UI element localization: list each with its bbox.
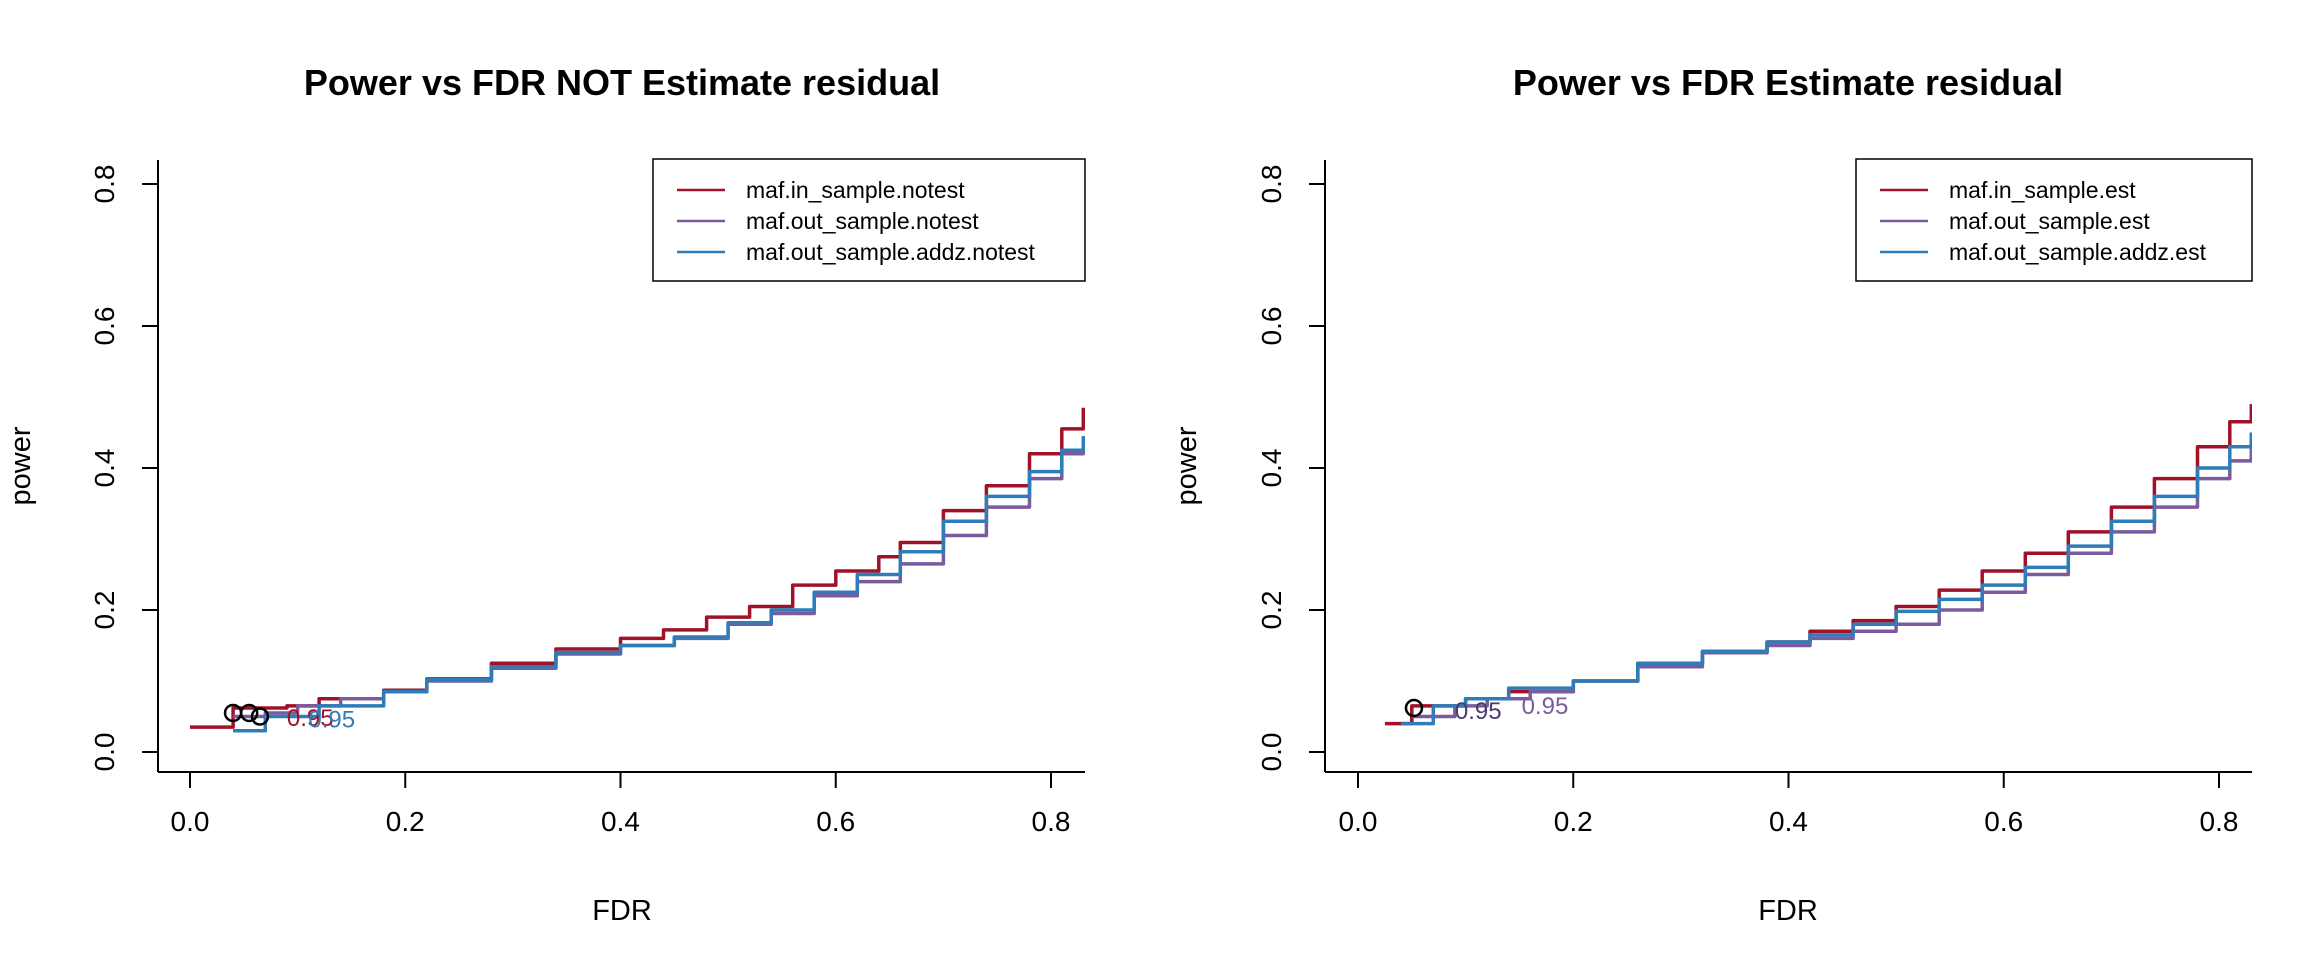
series-line-1 [190, 407, 1085, 729]
legend: maf.in_sample.est maf.out_sample.est maf.o… [1855, 158, 2253, 282]
annotation-label: 0.95 [308, 706, 355, 733]
y-tick-label: 0.2 [89, 591, 120, 630]
y-tick-label: 0.4 [1256, 449, 1287, 488]
threshold-marker [1404, 698, 1424, 718]
legend: maf.in_sample.notest maf.out_sample.notes… [652, 158, 1086, 282]
y-tick-label: 0.6 [89, 307, 120, 346]
threshold-marker [239, 703, 259, 723]
x-axis-label: FDR [1758, 895, 1818, 927]
series-line-3 [233, 436, 1085, 733]
y-tick-label: 0.0 [89, 733, 120, 772]
chart-title: Power vs FDR NOT Estimate residual [304, 62, 940, 103]
threshold-marker [250, 707, 270, 726]
annotation-label: 0.95 [1522, 693, 1569, 720]
y-tick-label: 0.2 [1256, 591, 1287, 630]
x-tick-label: 0.4 [1769, 806, 1808, 837]
x-tick-label: 0.8 [1032, 806, 1071, 837]
x-tick-label: 0.4 [601, 806, 640, 837]
y-tick-label: 0.6 [1256, 307, 1287, 346]
series-line-3 [1401, 432, 2252, 726]
annotation-label: 0.95 [287, 705, 334, 732]
y-axis-label: power [5, 426, 37, 505]
legend-entry: maf.in_sample.est [1949, 177, 2136, 203]
chart-panel-est: Power vs FDR Estimate residual FDR power 0.… [1171, 62, 2253, 927]
series-line-2 [233, 439, 1085, 719]
y-tick-label: 0.4 [89, 449, 120, 488]
annotation-label: 0.95 [1455, 698, 1502, 725]
series-line-1 [1384, 404, 2252, 726]
plot-area [190, 407, 1085, 733]
y-tick-label: 0.8 [89, 165, 120, 204]
x-tick-label: 0.6 [1984, 806, 2023, 837]
x-tick-label: 0.0 [1339, 806, 1378, 837]
legend-entry: maf.in_sample.notest [746, 177, 965, 203]
x-tick-label: 0.2 [386, 806, 425, 837]
y-axis-label: power [1171, 426, 1203, 505]
x-tick-label: 0.8 [2200, 806, 2239, 837]
chart-panel-notest: Power vs FDR NOT Estimate residual FDR pow… [5, 62, 1086, 927]
x-axis-label: FDR [592, 895, 652, 927]
x-tick-label: 0.6 [816, 806, 855, 837]
series-line-2 [1411, 439, 2252, 719]
legend-entry: maf.out_sample.addz.est [1949, 239, 2207, 265]
legend-entry: maf.out_sample.notest [746, 208, 979, 234]
x-tick-label: 0.2 [1554, 806, 1593, 837]
legend-entry: maf.out_sample.est [1949, 208, 2150, 234]
legend-entry: maf.out_sample.addz.notest [746, 239, 1036, 265]
y-tick-label: 0.8 [1256, 165, 1287, 204]
chart-title: Power vs FDR Estimate residual [1513, 62, 2063, 103]
y-tick-label: 0.0 [1256, 733, 1287, 772]
plot-area [1384, 404, 2252, 726]
x-tick-label: 0.0 [171, 806, 210, 837]
